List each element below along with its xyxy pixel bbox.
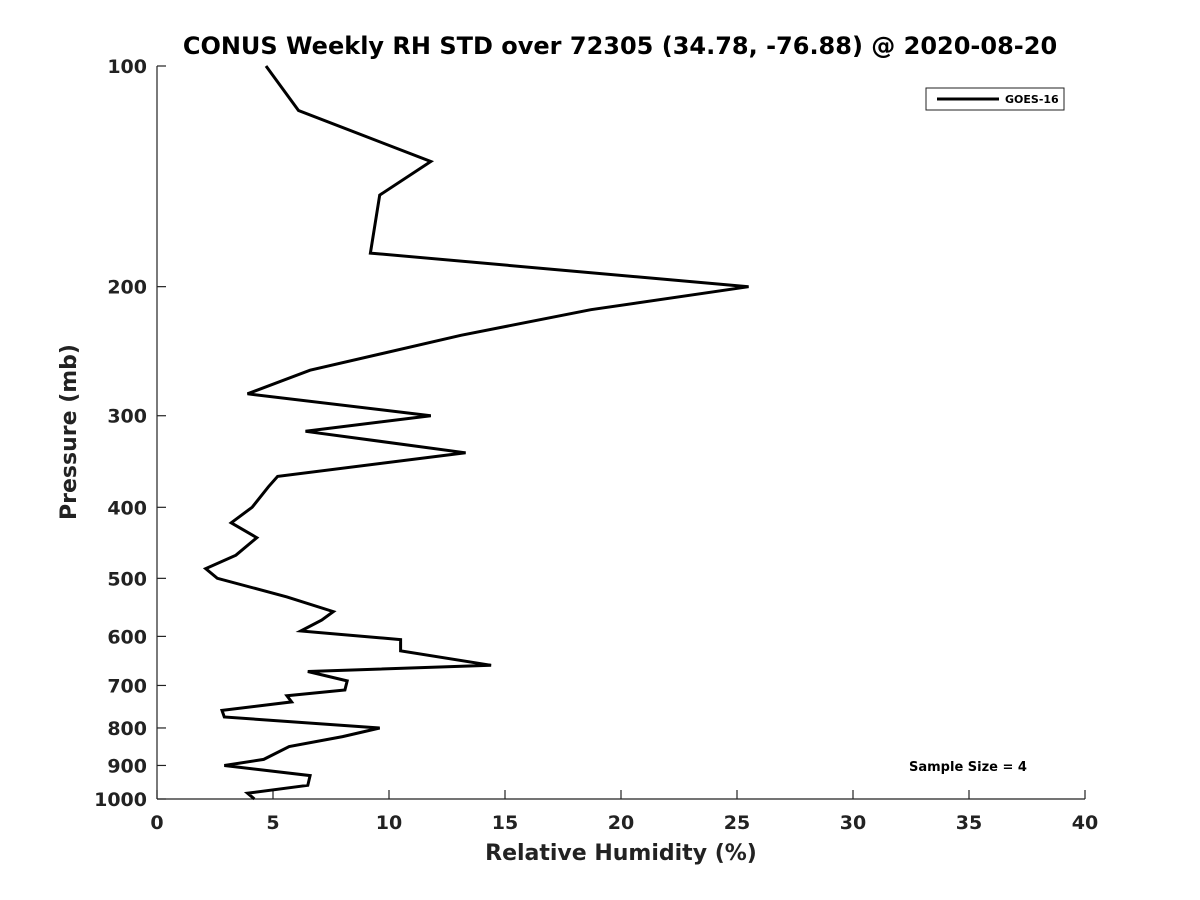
x-tick-label: 10 (376, 812, 402, 834)
x-tick-label: 20 (608, 812, 634, 834)
y-tick-label: 800 (107, 718, 147, 740)
legend: GOES-16 (925, 87, 1065, 111)
y-tick-label: 900 (107, 755, 147, 777)
y-tick-label: 1000 (94, 789, 147, 811)
x-axis-ticks: 0 5 10 15 20 25 30 35 40 (150, 790, 1098, 834)
y-tick-label: 200 (107, 277, 147, 299)
y-tick-label: 100 (107, 56, 147, 78)
y-axis-ticks: 100 200 300 400 500 600 700 800 900 1000 (94, 56, 166, 811)
legend-label-goes-16: GOES-16 (1005, 93, 1059, 106)
chart-title: CONUS Weekly RH STD over 72305 (34.78, -… (183, 32, 1057, 60)
x-tick-label: 0 (150, 812, 163, 834)
series-layer (202, 65, 749, 801)
series-line-goes-16 (202, 65, 749, 801)
y-tick-label: 500 (107, 568, 147, 590)
x-axis-label: Relative Humidity (%) (485, 841, 757, 866)
x-tick-label: 5 (266, 812, 279, 834)
y-tick-label: 700 (107, 675, 147, 697)
y-tick-label: 300 (107, 406, 147, 428)
sample-size-annotation: Sample Size = 4 (909, 760, 1027, 775)
plot-area (157, 66, 1085, 799)
y-tick-label: 600 (107, 626, 147, 648)
x-tick-label: 25 (724, 812, 750, 834)
x-tick-label: 40 (1072, 812, 1098, 834)
x-tick-label: 35 (956, 812, 982, 834)
x-tick-label: 30 (840, 812, 866, 834)
y-axis-label: Pressure (mb) (57, 344, 82, 520)
y-tick-label: 400 (107, 497, 147, 519)
x-tick-label: 15 (492, 812, 518, 834)
